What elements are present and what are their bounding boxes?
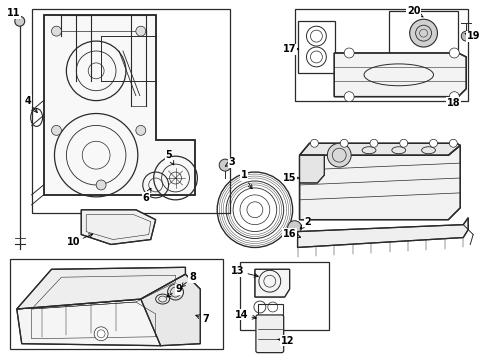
Text: 14: 14 [235,310,256,320]
Polygon shape [297,218,467,247]
Text: 18: 18 [446,97,459,107]
Circle shape [344,48,353,58]
Polygon shape [333,53,465,97]
Circle shape [429,139,437,147]
Text: 3: 3 [225,157,235,167]
Circle shape [96,180,106,190]
Text: 9: 9 [166,284,182,297]
Text: 5: 5 [165,150,173,165]
Bar [240,262,329,330]
Circle shape [344,92,353,102]
Circle shape [399,139,407,147]
Bar [256,315,263,326]
Circle shape [409,19,437,47]
Circle shape [219,159,230,171]
Text: 15: 15 [282,173,299,183]
Bar [31,9,229,213]
Polygon shape [255,269,289,297]
Text: 7: 7 [196,314,208,324]
Circle shape [94,327,108,341]
Text: 13: 13 [231,266,257,277]
Text: 17: 17 [282,44,298,54]
Text: 16: 16 [282,228,300,238]
Circle shape [51,26,61,36]
Circle shape [449,139,456,147]
Circle shape [136,26,146,36]
Bar [294,9,467,101]
Bar [297,21,334,73]
Circle shape [15,16,25,26]
Text: 12: 12 [277,336,294,346]
Text: 10: 10 [66,234,92,247]
Circle shape [327,143,350,167]
Circle shape [51,125,61,135]
Circle shape [287,221,301,235]
Polygon shape [299,143,459,155]
Circle shape [460,31,470,41]
Circle shape [369,139,377,147]
Text: 2: 2 [300,217,310,229]
Polygon shape [140,274,200,346]
Polygon shape [17,299,160,346]
Circle shape [167,284,183,300]
Circle shape [340,139,348,147]
Bar [10,260,223,349]
Bar [388,11,457,53]
Text: 11: 11 [7,8,20,19]
Circle shape [310,139,318,147]
Text: 19: 19 [464,31,479,41]
Bar [257,304,282,342]
Polygon shape [81,210,155,245]
Text: 1: 1 [240,170,252,189]
Polygon shape [299,145,459,220]
Text: 4: 4 [24,96,37,112]
Polygon shape [299,155,324,183]
Text: 6: 6 [142,188,151,203]
FancyBboxPatch shape [256,315,283,353]
Circle shape [449,92,458,102]
Polygon shape [17,267,185,309]
Text: 8: 8 [181,272,196,287]
Text: 20: 20 [406,6,423,17]
Circle shape [449,48,458,58]
Polygon shape [44,15,195,195]
Circle shape [136,125,146,135]
